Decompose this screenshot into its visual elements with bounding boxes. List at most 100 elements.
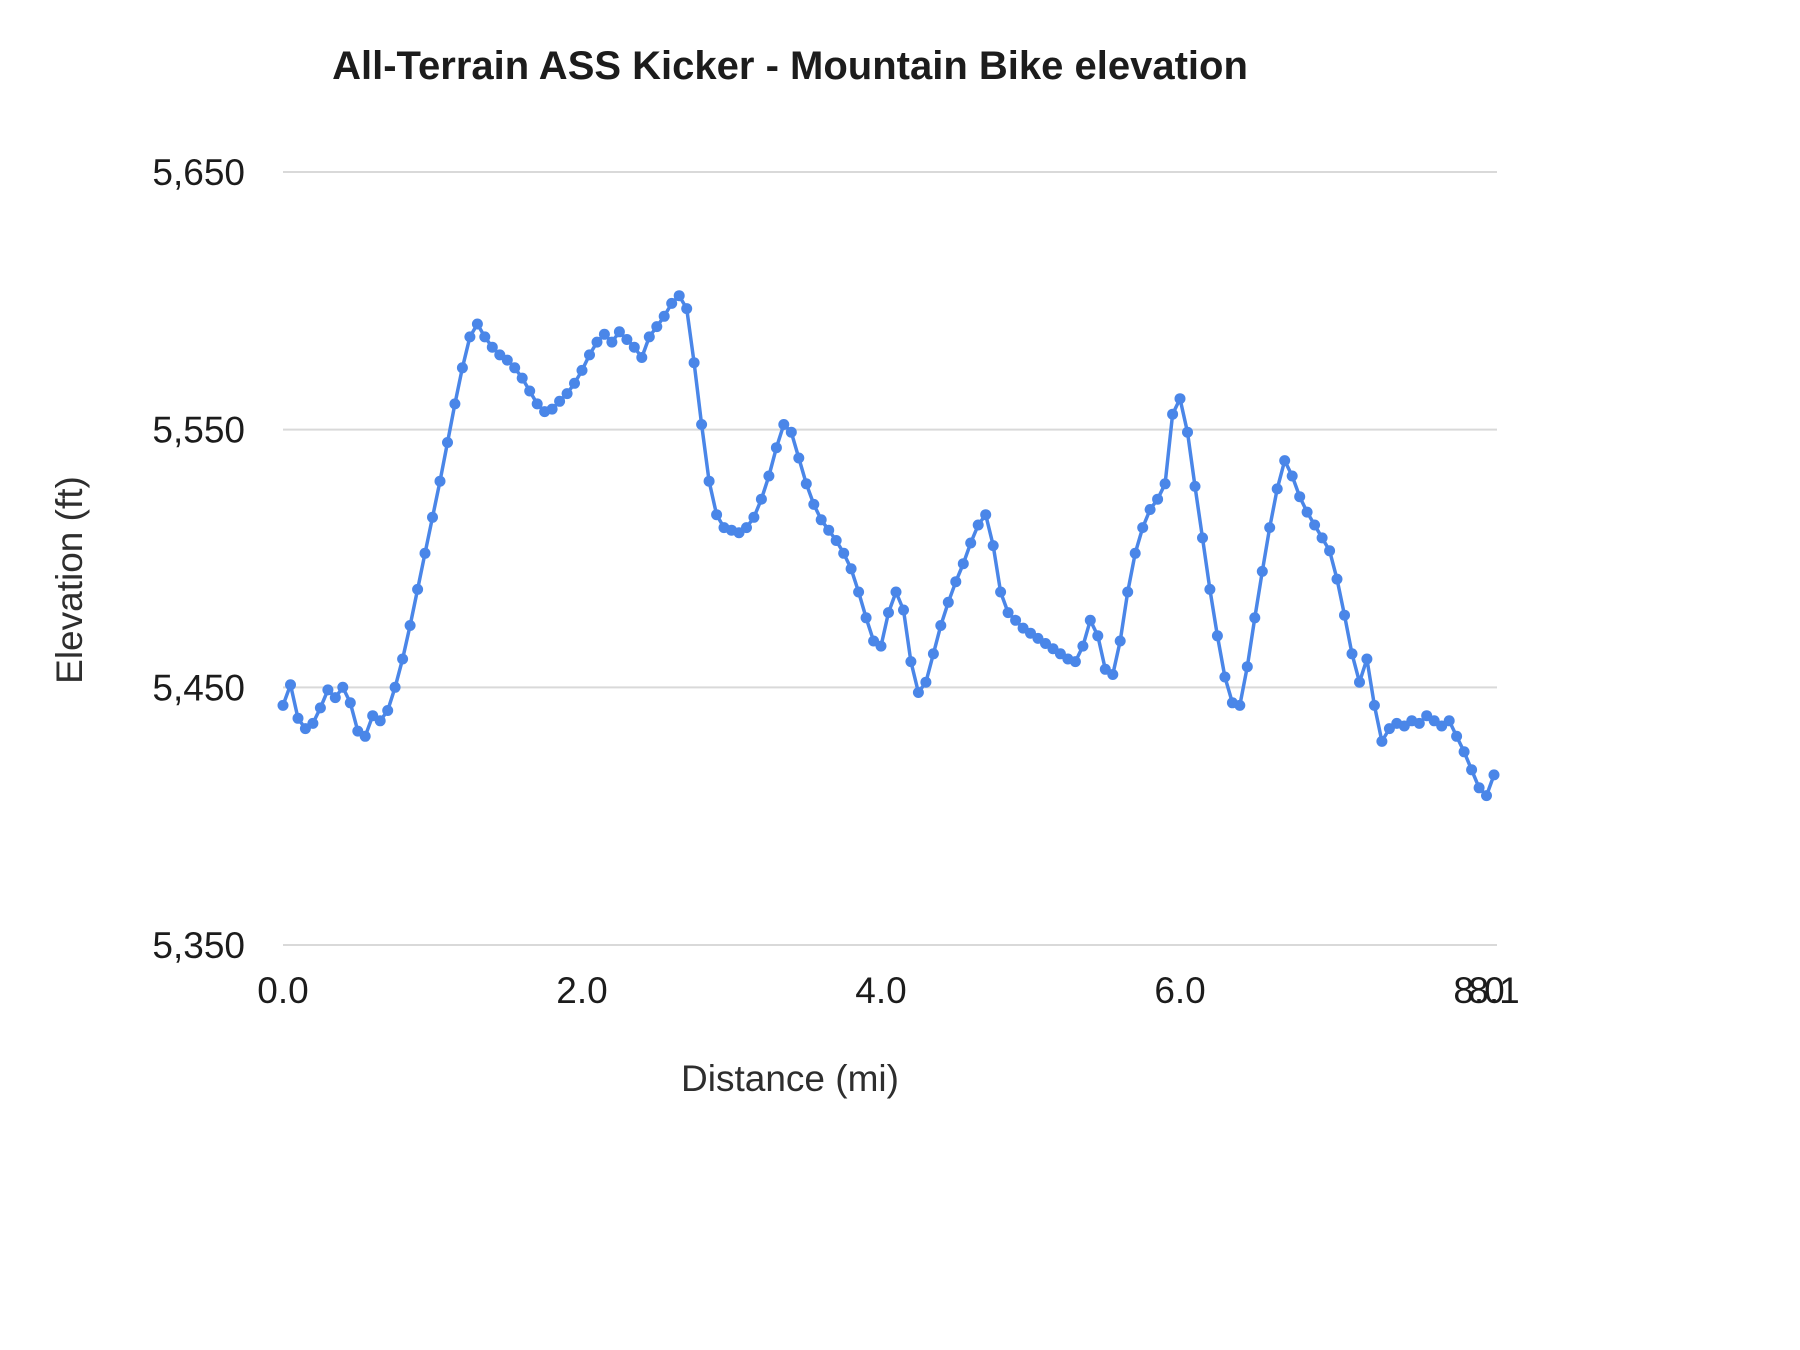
data-point bbox=[1002, 607, 1014, 619]
data-point bbox=[1137, 522, 1149, 534]
data-point bbox=[1458, 746, 1470, 758]
data-point bbox=[569, 377, 580, 389]
data-point bbox=[980, 509, 992, 521]
data-point bbox=[1324, 545, 1336, 557]
data-point bbox=[456, 362, 468, 374]
data-point bbox=[1368, 699, 1380, 711]
data-point bbox=[554, 395, 566, 407]
data-point bbox=[800, 478, 812, 490]
data-point bbox=[1279, 455, 1291, 467]
data-point bbox=[1294, 491, 1306, 503]
data-point bbox=[314, 702, 326, 714]
data-point bbox=[1204, 583, 1216, 595]
data-point bbox=[643, 331, 655, 343]
data-point bbox=[1241, 661, 1253, 673]
data-point bbox=[412, 583, 424, 595]
data-point bbox=[1249, 612, 1261, 624]
data-point bbox=[598, 328, 610, 340]
data-point bbox=[1413, 717, 1425, 729]
data-point bbox=[546, 403, 558, 415]
data-point bbox=[711, 509, 723, 521]
data-point bbox=[1189, 480, 1201, 492]
data-point bbox=[950, 576, 962, 588]
data-point bbox=[1443, 715, 1455, 727]
data-point bbox=[770, 442, 782, 454]
data-point bbox=[815, 514, 827, 526]
data-point bbox=[688, 357, 700, 369]
data-point bbox=[681, 303, 693, 315]
data-point bbox=[972, 519, 984, 531]
data-point bbox=[1466, 764, 1478, 776]
data-point bbox=[1271, 483, 1283, 495]
data-point bbox=[486, 341, 498, 353]
data-point bbox=[501, 354, 513, 366]
data-point bbox=[1309, 519, 1321, 531]
data-point bbox=[464, 331, 476, 343]
data-point bbox=[987, 540, 999, 552]
data-point bbox=[374, 715, 386, 727]
data-point bbox=[875, 640, 887, 652]
data-point bbox=[883, 607, 894, 619]
data-point bbox=[591, 336, 603, 348]
data-point bbox=[785, 426, 797, 438]
data-point bbox=[606, 336, 618, 348]
data-point bbox=[636, 352, 648, 363]
data-point bbox=[830, 535, 842, 546]
y-tick-label: 5,350 bbox=[152, 925, 245, 966]
data-point bbox=[471, 318, 483, 330]
data-point bbox=[389, 681, 401, 693]
data-point bbox=[1488, 769, 1500, 781]
data-point bbox=[561, 388, 573, 400]
data-point bbox=[1152, 493, 1164, 505]
data-point bbox=[621, 334, 633, 345]
data-point bbox=[935, 620, 947, 631]
data-point bbox=[1182, 426, 1193, 438]
data-point bbox=[1346, 648, 1358, 660]
data-point bbox=[1211, 630, 1223, 642]
data-point bbox=[1159, 478, 1171, 490]
data-point bbox=[666, 297, 678, 309]
y-tick-label: 5,650 bbox=[152, 152, 245, 193]
x-tick-label: 8.0 bbox=[1453, 970, 1504, 1011]
data-point bbox=[1473, 782, 1485, 794]
data-point bbox=[1167, 408, 1179, 420]
data-point bbox=[920, 676, 932, 688]
data-point bbox=[651, 321, 663, 333]
data-point bbox=[995, 586, 1007, 598]
data-point bbox=[337, 681, 349, 693]
chart-title: All-Terrain ASS Kicker - Mountain Bike e… bbox=[332, 44, 1248, 88]
data-point bbox=[1339, 609, 1350, 621]
data-point bbox=[898, 604, 909, 616]
data-point bbox=[576, 364, 588, 376]
x-tick-label: 6.0 bbox=[1154, 970, 1205, 1011]
data-point bbox=[1092, 630, 1104, 642]
data-point bbox=[1122, 586, 1134, 598]
data-point bbox=[703, 475, 715, 487]
data-point bbox=[1234, 699, 1246, 711]
x-tick-label: 2.0 bbox=[556, 970, 607, 1011]
data-point bbox=[658, 310, 670, 322]
data-point bbox=[1256, 565, 1268, 577]
data-point bbox=[965, 537, 977, 549]
data-point bbox=[1174, 393, 1186, 405]
data-point bbox=[1129, 547, 1141, 559]
data-point bbox=[778, 419, 790, 430]
data-point bbox=[382, 705, 394, 716]
data-point bbox=[838, 547, 850, 559]
data-point bbox=[628, 341, 640, 353]
data-point bbox=[442, 437, 453, 448]
x-tick-label: 0.0 bbox=[257, 970, 308, 1011]
data-point bbox=[531, 398, 543, 410]
data-point bbox=[1107, 669, 1119, 680]
data-point bbox=[860, 612, 872, 624]
y-tick-label: 5,450 bbox=[152, 667, 245, 708]
data-point bbox=[277, 699, 289, 711]
data-point bbox=[942, 596, 954, 608]
data-point bbox=[307, 717, 319, 729]
data-point bbox=[912, 687, 924, 698]
data-point bbox=[763, 470, 775, 482]
data-point bbox=[1301, 506, 1313, 518]
data-point bbox=[292, 712, 304, 724]
data-point bbox=[322, 684, 334, 696]
